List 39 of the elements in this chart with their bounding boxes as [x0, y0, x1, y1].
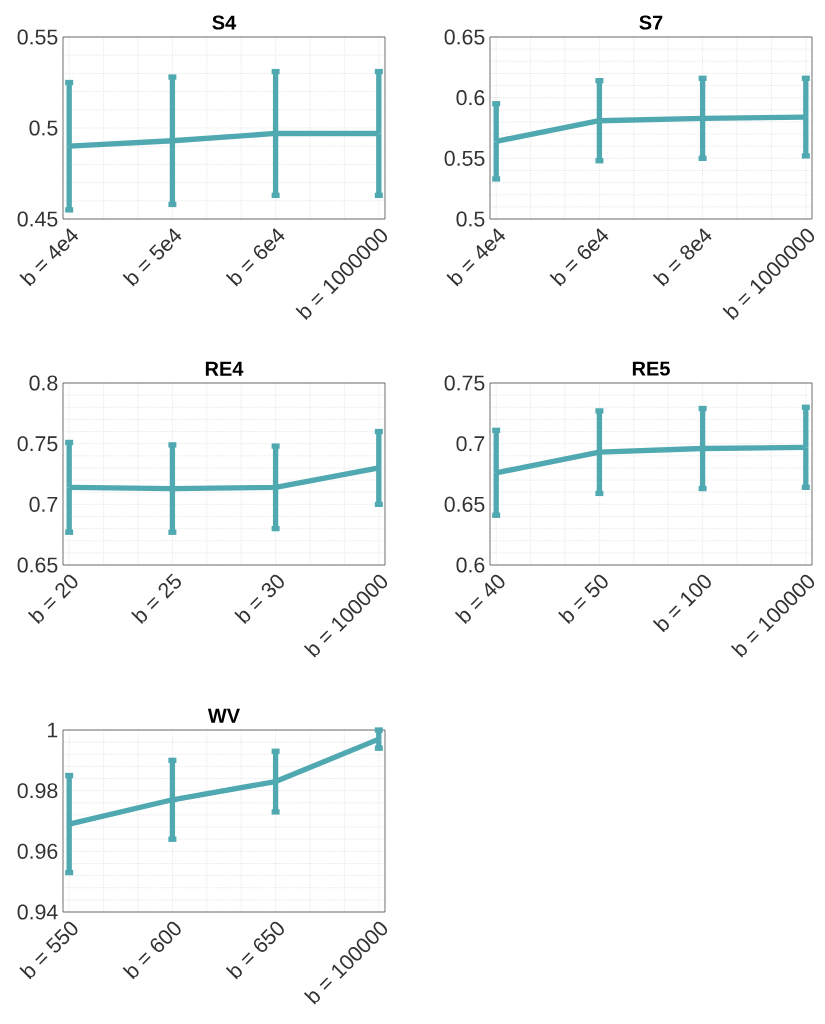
x-tick-label: b = 25: [131, 573, 181, 624]
x-tick-label: b = 4e4: [446, 228, 506, 287]
y-tick-label: 0.55: [444, 150, 485, 166]
x-tick-label: b = 30: [234, 574, 284, 624]
y-tick-label: 0.6: [456, 90, 485, 106]
x-tick-label: b = 550: [19, 921, 78, 980]
y-tick-label: 0.6: [456, 557, 485, 573]
y-tick-label: 0.45: [17, 211, 58, 227]
chart-title: RE5: [632, 361, 670, 376]
y-tick-label: 0.65: [17, 557, 58, 573]
y-tick-label: 0.8: [29, 375, 58, 391]
chart-title: S7: [639, 15, 663, 30]
y-tick-label: 0.94: [17, 904, 58, 920]
y-tick-label: 0.5: [456, 211, 485, 227]
x-tick-label: b = 650: [225, 921, 284, 980]
y-tick-label: 0.7: [29, 496, 58, 512]
x-tick-label: b = 100: [652, 574, 711, 633]
y-tick-label: 0.65: [444, 496, 485, 512]
x-tick-label: b = 5e4: [122, 228, 182, 287]
chart-title: S4: [212, 15, 237, 30]
y-tick-label: 0.96: [17, 843, 58, 859]
y-tick-label: 0.75: [444, 375, 485, 391]
x-tick-label: b = 40: [454, 574, 505, 624]
y-tick-label: 0.7: [456, 436, 485, 452]
x-tick-label: b = 6e4: [225, 228, 285, 287]
y-tick-label: 0.65: [444, 29, 485, 45]
x-tick-label: b = 20: [27, 574, 78, 624]
x-tick-label: b = 4e4: [19, 228, 79, 287]
chart-title: RE4: [205, 361, 244, 376]
x-tick-label: b = 50: [558, 574, 608, 624]
x-tick-label: b = 6e4: [549, 228, 609, 287]
y-tick-label: 0.5: [29, 120, 58, 136]
chart-title: WV: [207, 708, 240, 723]
y-tick-label: 1: [48, 722, 58, 738]
y-tick-label: 0.75: [17, 436, 58, 452]
x-tick-label: b = 8e4: [652, 228, 712, 287]
x-tick-label: b = 600: [122, 921, 181, 980]
y-tick-label: 0.98: [17, 783, 58, 799]
y-tick-label: 0.55: [17, 29, 58, 45]
